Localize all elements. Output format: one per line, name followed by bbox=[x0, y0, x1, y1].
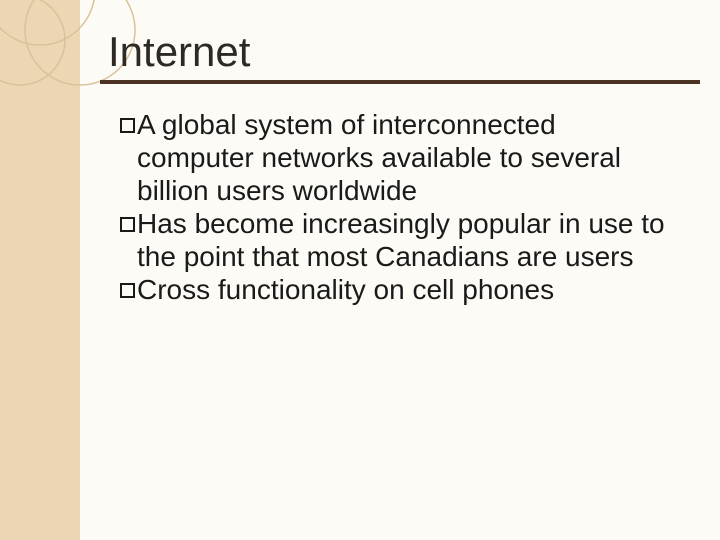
bullet-text: Cross functionality on cell phones bbox=[137, 273, 680, 306]
bullet-item: A global system of interconnected comput… bbox=[120, 108, 680, 207]
bullet-square-icon bbox=[120, 118, 135, 133]
bullet-item: Cross functionality on cell phones bbox=[120, 273, 680, 306]
bullet-item: Has become increasingly popular in use t… bbox=[120, 207, 680, 273]
bullet-text: A global system of interconnected comput… bbox=[137, 108, 680, 207]
slide: Internet A global system of interconnect… bbox=[0, 0, 720, 540]
slide-title: Internet bbox=[108, 28, 250, 76]
bullet-square-icon bbox=[120, 283, 135, 298]
bullet-square-icon bbox=[120, 217, 135, 232]
bullet-text: Has become increasingly popular in use t… bbox=[137, 207, 680, 273]
slide-body: A global system of interconnected comput… bbox=[140, 108, 680, 306]
title-underline-rule bbox=[100, 80, 700, 84]
left-sidebar-band bbox=[0, 0, 80, 540]
